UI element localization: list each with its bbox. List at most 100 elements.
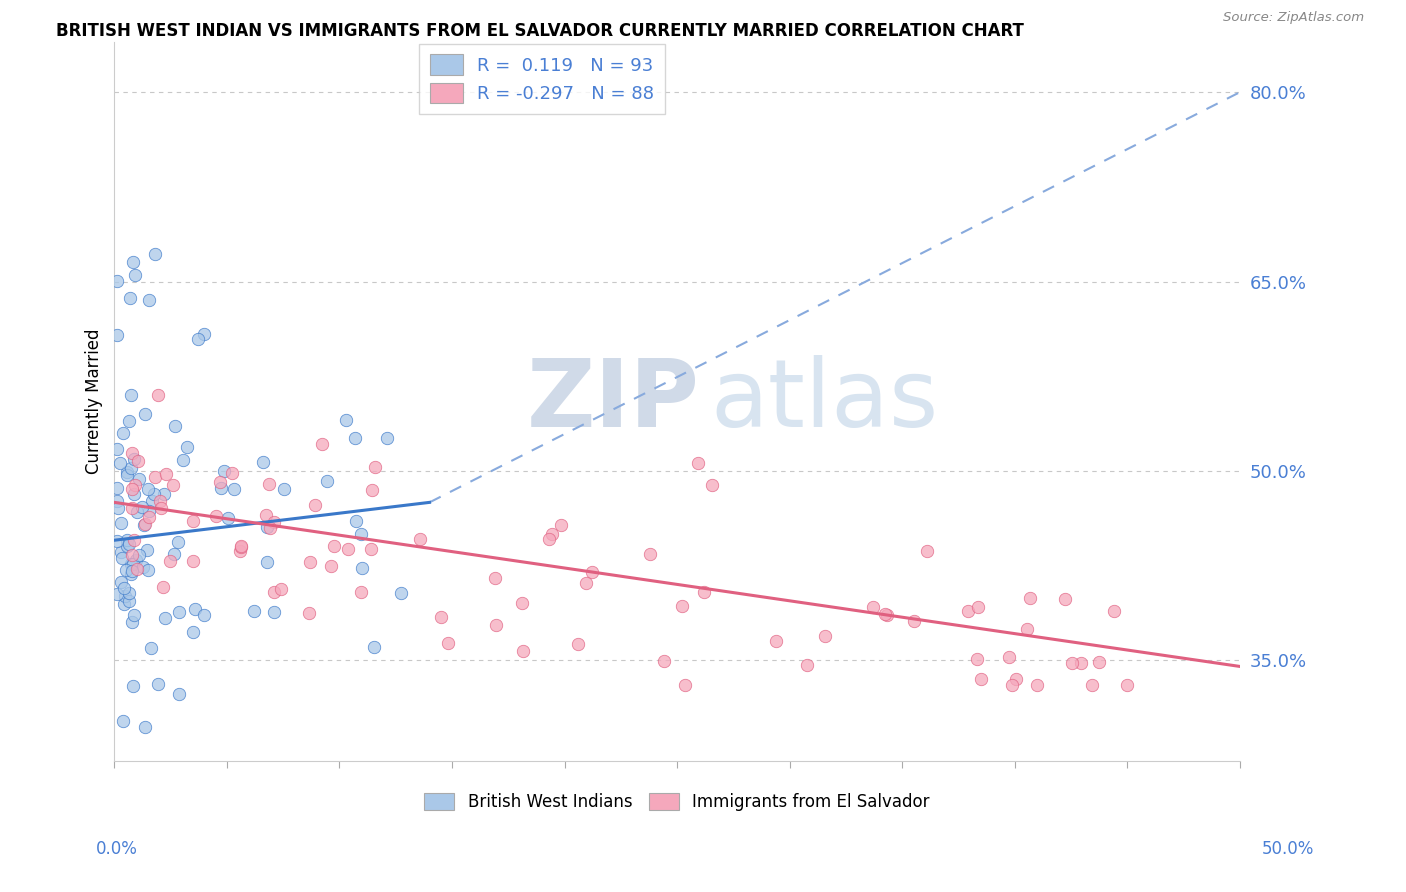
Point bbox=[121, 482, 143, 496]
Point bbox=[575, 575, 598, 590]
Text: atlas: atlas bbox=[711, 355, 939, 448]
Point bbox=[231, 541, 253, 555]
Point bbox=[165, 418, 187, 433]
Point bbox=[350, 527, 373, 541]
Point bbox=[121, 501, 143, 516]
Point bbox=[322, 540, 344, 554]
Point bbox=[273, 482, 295, 496]
Point bbox=[193, 327, 215, 342]
Point bbox=[350, 584, 373, 599]
Point bbox=[875, 607, 897, 621]
Point bbox=[107, 501, 129, 516]
Point bbox=[321, 558, 343, 573]
Point bbox=[138, 510, 160, 524]
Point bbox=[127, 505, 149, 519]
Point bbox=[1018, 591, 1040, 605]
Point bbox=[862, 599, 884, 614]
Point bbox=[222, 482, 245, 496]
Text: BRITISH WEST INDIAN VS IMMIGRANTS FROM EL SALVADOR CURRENTLY MARRIED CORRELATION: BRITISH WEST INDIAN VS IMMIGRANTS FROM E… bbox=[56, 22, 1024, 40]
Point bbox=[256, 555, 278, 569]
Point bbox=[117, 466, 139, 480]
Point bbox=[115, 468, 138, 483]
Point bbox=[121, 615, 143, 630]
Point bbox=[337, 542, 360, 557]
Point bbox=[167, 605, 190, 619]
Point bbox=[111, 714, 134, 728]
Point bbox=[105, 587, 128, 601]
Point bbox=[360, 541, 382, 556]
Point bbox=[187, 332, 209, 346]
Point bbox=[242, 604, 264, 618]
Point bbox=[212, 464, 235, 478]
Point bbox=[138, 293, 160, 307]
Point bbox=[1001, 678, 1024, 692]
Point bbox=[1115, 678, 1137, 692]
Point bbox=[149, 501, 172, 516]
Point bbox=[143, 469, 166, 483]
Point bbox=[1025, 678, 1047, 692]
Point bbox=[176, 441, 198, 455]
Point bbox=[541, 526, 564, 541]
Point bbox=[343, 431, 366, 445]
Point bbox=[765, 633, 787, 648]
Point bbox=[671, 599, 693, 614]
Point bbox=[120, 567, 142, 582]
Point bbox=[1054, 591, 1077, 606]
Point bbox=[903, 614, 925, 628]
Point bbox=[134, 408, 156, 422]
Point bbox=[352, 561, 374, 575]
Y-axis label: Currently Married: Currently Married bbox=[86, 328, 103, 475]
Point bbox=[124, 268, 146, 283]
Point bbox=[361, 483, 384, 497]
Point bbox=[263, 584, 285, 599]
Point bbox=[1081, 678, 1104, 692]
Point bbox=[124, 607, 146, 622]
Point bbox=[121, 565, 143, 579]
Point bbox=[105, 328, 128, 343]
Point bbox=[183, 514, 205, 528]
Point bbox=[128, 472, 150, 486]
Point bbox=[221, 466, 243, 480]
Point bbox=[118, 585, 141, 599]
Point bbox=[998, 649, 1021, 664]
Point bbox=[124, 451, 146, 466]
Point bbox=[311, 437, 333, 451]
Point bbox=[122, 679, 145, 693]
Point bbox=[163, 547, 186, 561]
Point bbox=[254, 508, 277, 522]
Point bbox=[111, 551, 134, 566]
Point bbox=[131, 500, 153, 514]
Point bbox=[512, 644, 534, 658]
Point bbox=[148, 388, 170, 402]
Point bbox=[917, 543, 939, 558]
Point bbox=[263, 515, 285, 529]
Point bbox=[409, 532, 432, 546]
Point bbox=[205, 508, 228, 523]
Point bbox=[110, 516, 132, 531]
Point bbox=[142, 487, 165, 501]
Point bbox=[702, 478, 724, 492]
Point bbox=[139, 640, 162, 655]
Point bbox=[693, 584, 716, 599]
Point bbox=[256, 520, 278, 534]
Point bbox=[105, 482, 128, 496]
Point bbox=[148, 676, 170, 690]
Point bbox=[229, 539, 252, 553]
Point bbox=[112, 598, 135, 612]
Point bbox=[638, 547, 661, 561]
Point bbox=[122, 255, 145, 269]
Point bbox=[208, 475, 231, 489]
Text: ZIP: ZIP bbox=[527, 355, 700, 448]
Point bbox=[135, 543, 157, 558]
Point bbox=[152, 580, 174, 594]
Point bbox=[654, 654, 676, 668]
Point bbox=[112, 582, 135, 596]
Point bbox=[128, 548, 150, 562]
Point bbox=[125, 553, 148, 567]
Point bbox=[967, 600, 990, 615]
Point bbox=[169, 687, 191, 701]
Point bbox=[120, 460, 142, 475]
Point bbox=[141, 494, 163, 508]
Point bbox=[263, 605, 285, 619]
Point bbox=[138, 482, 160, 496]
